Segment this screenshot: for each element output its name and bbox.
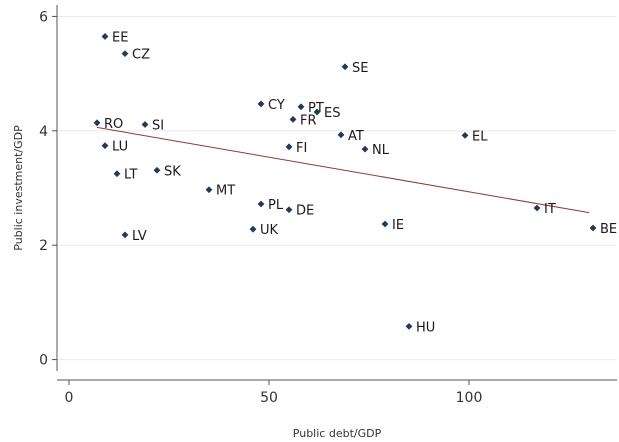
x-axis-title: Public debt/GDP (293, 427, 382, 440)
point-label-cy: CY (268, 98, 285, 113)
point-marker-sk (153, 166, 161, 174)
point-label-uk: UK (260, 223, 279, 238)
point-marker-el (461, 131, 469, 139)
point-label-it: IT (544, 202, 556, 217)
point-label-lv: LV (132, 229, 147, 244)
point-label-ro: RO (104, 117, 123, 132)
point-marker-it (533, 204, 541, 212)
point-label-el: EL (472, 129, 488, 144)
point-marker-pt (297, 103, 305, 111)
y-axis-title: Public investment/GDP (12, 125, 25, 251)
gridlines (57, 15, 617, 361)
point-marker-be (589, 224, 597, 232)
point-marker-cz (121, 50, 129, 58)
point-marker-cy (257, 100, 265, 108)
point-label-pl: PL (268, 198, 284, 213)
fit-line-group (96, 126, 590, 214)
point-marker-ee (101, 33, 109, 40)
point-marker-at (337, 131, 345, 139)
point-label-cz: CZ (132, 48, 150, 63)
x-tick-label: 100 (456, 390, 483, 406)
x-tick-label: 0 (65, 390, 74, 406)
point-label-si: SI (152, 119, 164, 134)
point-marker-lu (101, 142, 109, 150)
point-marker-pl (257, 200, 265, 208)
point-marker-lv (121, 231, 129, 239)
point-label-es: ES (324, 106, 340, 121)
point-marker-mt (205, 186, 213, 194)
y-tick-label: 2 (39, 238, 48, 254)
point-label-at: AT (348, 129, 364, 144)
point-marker-ie (381, 220, 389, 228)
point-label-mt: MT (216, 184, 235, 199)
point-marker-es (313, 108, 321, 116)
y-tick-label: 6 (39, 9, 48, 25)
point-label-nl: NL (372, 143, 390, 158)
point-marker-si (141, 121, 149, 128)
point-label-sk: SK (164, 164, 181, 179)
point-marker-de (285, 206, 293, 214)
y-tick-label: 0 (39, 353, 48, 369)
fit-line (96, 126, 590, 214)
plot-area (57, 5, 617, 371)
point-marker-fi (285, 143, 293, 151)
point-label-be: BE (600, 222, 617, 237)
point-label-ie: IE (392, 218, 404, 233)
point-label-lu: LU (112, 140, 128, 155)
point-marker-hu (405, 322, 413, 330)
axis-ticks: 0 2 4 6 0 50 100 (39, 9, 482, 406)
point-marker-nl (361, 145, 369, 153)
point-marker-uk (249, 225, 257, 233)
x-tick-label: 50 (260, 390, 278, 406)
point-label-fi: FI (296, 141, 307, 156)
point-label-fr: FR (300, 113, 317, 128)
point-marker-se (341, 63, 349, 71)
point-marker-ro (93, 119, 101, 127)
y-tick-label: 4 (39, 124, 48, 140)
point-label-se: SE (352, 61, 368, 76)
point-label-de: DE (296, 204, 314, 219)
point-label-lt: LT (124, 168, 137, 183)
point-marker-fr (289, 115, 297, 123)
point-label-ee: EE (112, 30, 128, 45)
point-marker-lt (113, 170, 121, 178)
point-label-hu: HU (416, 320, 435, 335)
